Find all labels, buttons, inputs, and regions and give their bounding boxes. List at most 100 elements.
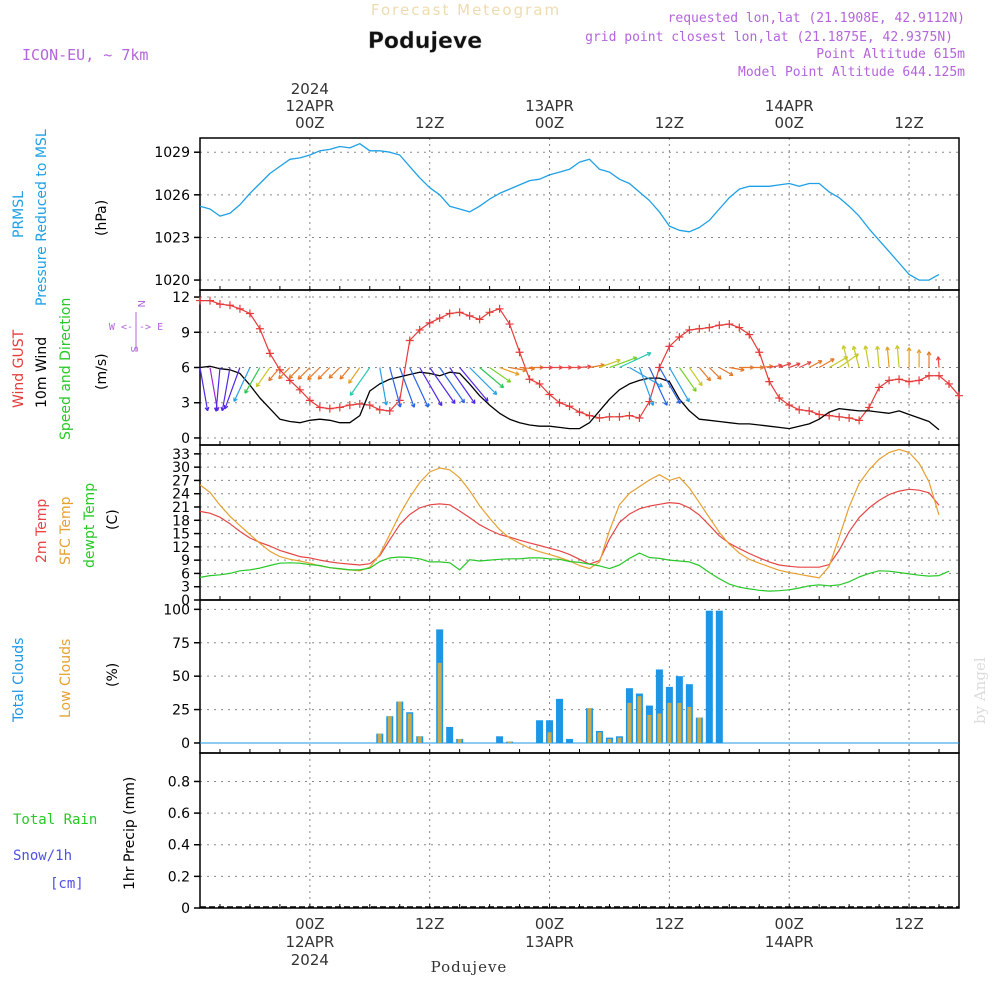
total-cloud-bar (446, 726, 454, 743)
wind-speed-dir-label: Speed and Direction (58, 298, 74, 440)
low-cloud-bar (397, 701, 402, 743)
top-time-label: 12APR (285, 97, 334, 115)
panels-group: 1020102310261029036912036912151821242730… (135, 80, 963, 969)
wind-direction-arrow (459, 367, 489, 402)
pressure-frame (199, 137, 960, 291)
wind-gust-marker (345, 401, 354, 410)
wind-10m-label: 10m Wind (34, 337, 50, 408)
wind-gust-marker (715, 321, 724, 330)
temp-dewpt-line (199, 552, 950, 592)
low-cloud-bar (587, 708, 592, 743)
prmsl-label: PRMSL (11, 191, 27, 238)
snow-unit-label: [cm] (50, 876, 84, 892)
wind-gust-marker (805, 406, 814, 415)
wind-gust-marker (305, 396, 314, 405)
bottom-time-label: 13APR (525, 933, 574, 951)
low-cloud-bar (607, 738, 612, 743)
compass-n-label: N (135, 300, 146, 307)
snow-label: Snow/1h (13, 848, 72, 864)
low-cloud-bar (677, 702, 682, 743)
temperature-ytick-label: 18 (172, 513, 190, 529)
temperature-ytick-label: 0 (181, 593, 190, 609)
total-clouds-label: Total Clouds (11, 638, 27, 723)
low-cloud-bar (597, 732, 602, 743)
wind-gust-marker (855, 416, 864, 425)
wind-gust-label: Wind GUST (11, 329, 27, 408)
wind-gust-marker (435, 314, 444, 323)
bottom-time-label: 2024 (291, 951, 329, 969)
precipitation-ytick-label: 0 (181, 901, 190, 917)
wind-direction-arrow (569, 365, 582, 370)
wind-direction-arrow (223, 367, 241, 410)
wind-gust-marker (895, 375, 904, 384)
wind-gust-marker (205, 296, 214, 305)
clouds-panel-labels: Total Clouds Low Clouds (%) (11, 638, 121, 723)
low-cloud-bar (417, 736, 422, 743)
total-cloud-bar (715, 610, 723, 743)
wind-gust-marker (365, 401, 374, 410)
wind-gust-marker (525, 375, 534, 384)
wind-direction-arrow (808, 360, 823, 369)
wind-direction-arrow (399, 367, 416, 408)
wind-gust-marker (335, 403, 344, 412)
wind-gust-marker (505, 320, 514, 329)
wind-direction-arrow (885, 346, 890, 368)
wind-direction-arrow (499, 366, 520, 376)
pressure-unit-label: (hPa) (94, 200, 110, 236)
wind-direction-arrow (875, 345, 880, 368)
temperature-ytick-label: 33 (172, 447, 190, 463)
wind-panel-labels: Wind GUST 10m Wind Speed and Direction (… (11, 298, 163, 440)
wind-direction-arrow (255, 367, 271, 388)
wind-direction-arrow (489, 367, 512, 383)
wind-gust-marker (635, 413, 644, 422)
wind-direction-arrow (317, 367, 331, 380)
wind-gust-marker (885, 376, 894, 385)
wind-gust-marker (675, 332, 684, 341)
wind-gust-marker (785, 401, 794, 410)
wind-direction-arrow (220, 367, 231, 412)
total-cloud-bar (655, 669, 663, 743)
prmsl-line (199, 143, 940, 281)
wind-direction-arrow (778, 362, 792, 369)
total-cloud-bar (536, 720, 544, 743)
wind-panel: 0 3 6 9 12 (135, 289, 963, 447)
wind-gust-marker (245, 309, 254, 318)
bottom-time-label: 14APR (765, 933, 814, 951)
wind-gust-marker (605, 412, 614, 421)
footer-station-label: Podujeve (431, 958, 508, 976)
wind-gust-marker (585, 411, 594, 420)
low-cloud-bar (697, 717, 702, 743)
wind-10m-line (199, 365, 940, 431)
wind-direction-arrow (307, 367, 321, 381)
top-time-label: 00Z (295, 114, 324, 132)
clouds-ytick-label: 0 (181, 736, 190, 752)
bottom-time-label: 12Z (894, 915, 923, 933)
low-cloud-bar (387, 716, 392, 743)
wind-direction-arrow (668, 367, 690, 403)
wind-gust-marker (265, 349, 274, 358)
wind-direction-arrow (389, 367, 402, 408)
wind-direction-arrow (638, 367, 655, 406)
wind-direction-arrow (688, 367, 703, 387)
wind-ytick-label: 12 (172, 290, 190, 306)
wind-gust-marker (815, 410, 824, 419)
wind-direction-arrow (788, 362, 801, 369)
wind-gust-marker (685, 325, 694, 334)
wind-gust-marker (775, 394, 784, 403)
precipitation-frame (199, 752, 960, 909)
wind-ytick-label: 0 (181, 431, 190, 447)
prmsl-desc-label: Pressure Reduced to MSL (34, 129, 50, 306)
pressure-ytick-label: 1026 (154, 188, 190, 204)
wind-gust-marker (475, 315, 484, 324)
wind-gust-marker (725, 320, 734, 329)
compass-s-label: S (128, 346, 139, 352)
wind-direction-arrow (429, 367, 456, 405)
wind-gust-marker (495, 304, 504, 313)
wind-gust-marker (235, 304, 244, 313)
wind-gust-marker (565, 402, 574, 411)
temperature-ytick-label: 9 (181, 553, 190, 569)
wind-gust-marker (755, 348, 764, 357)
precipitation-ytick-label: 0.2 (168, 869, 190, 885)
